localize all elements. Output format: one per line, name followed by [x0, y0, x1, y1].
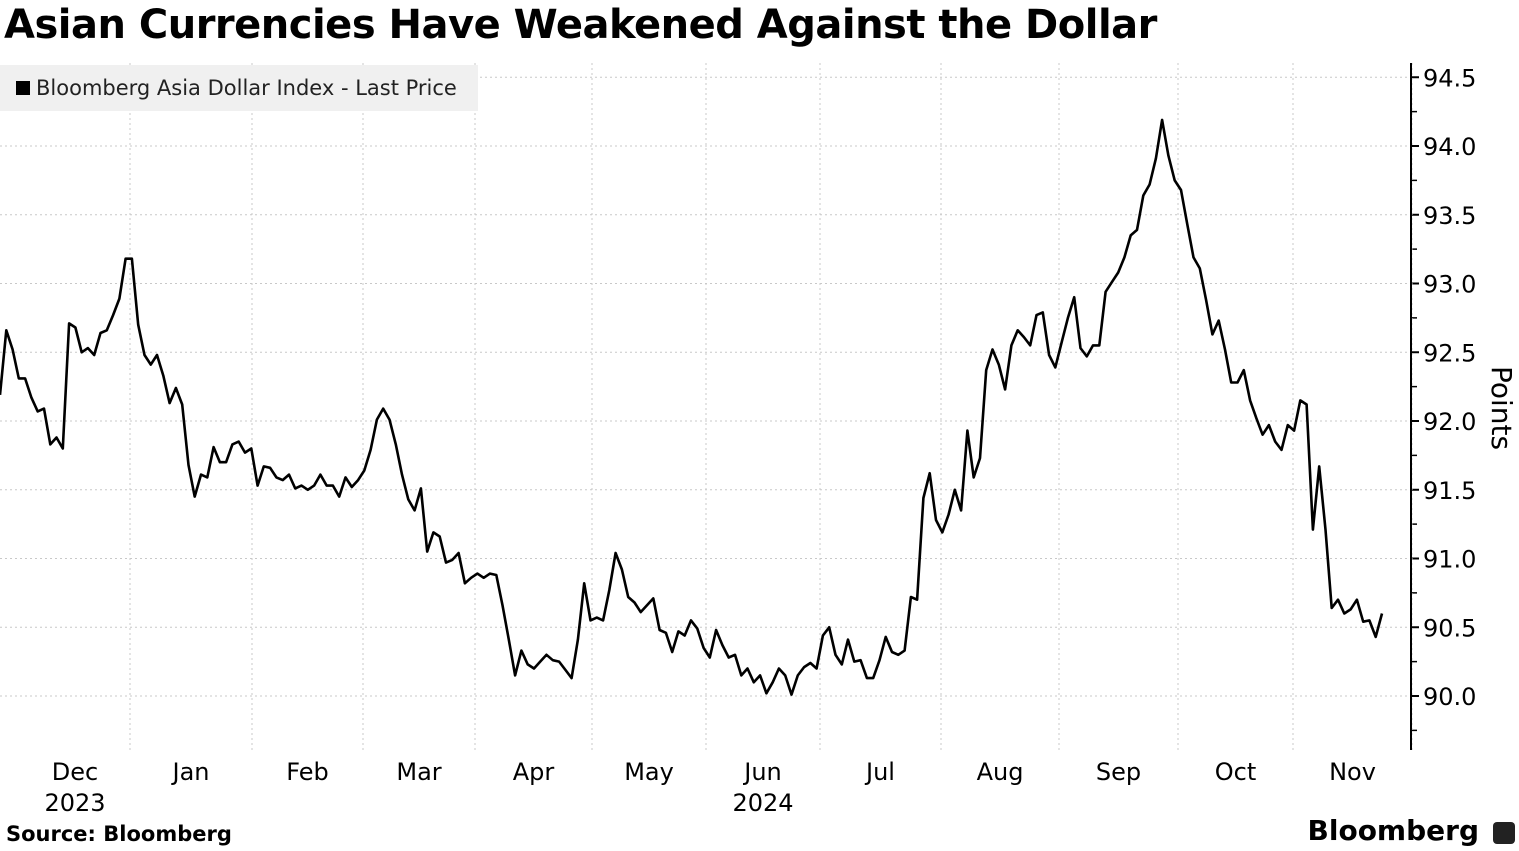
source-note: Source: Bloomberg — [6, 822, 232, 846]
y-tick-label: 93.5 — [1423, 202, 1476, 230]
legend-label: Bloomberg Asia Dollar Index - Last Price — [36, 76, 457, 100]
series-line — [0, 118, 1384, 696]
y-tick-label: 90.0 — [1423, 683, 1476, 711]
y-tick-label: 91.0 — [1423, 546, 1476, 574]
x-tick-label: Jul — [864, 758, 895, 786]
bloomberg-logo: Bloomberg — [1307, 814, 1479, 847]
y-tick-label: 93.0 — [1423, 271, 1476, 299]
y-tick-label: 90.5 — [1423, 614, 1476, 642]
x-tick-label: Apr — [513, 758, 555, 786]
y-tick-label: 91.5 — [1423, 477, 1476, 505]
x-tick-label: Oct — [1215, 758, 1257, 786]
legend-swatch — [16, 81, 30, 95]
x-tick-label: Dec — [52, 758, 98, 786]
y-tick-label: 94.5 — [1423, 64, 1476, 92]
x-tick-label: Nov — [1329, 758, 1376, 786]
y-tick-label: 92.0 — [1423, 408, 1476, 436]
x-tick-label: Feb — [286, 758, 329, 786]
y-axis-label: Points — [1485, 366, 1518, 450]
x-tick-label: Jun — [742, 758, 782, 786]
x-year-label: 2024 — [732, 789, 793, 817]
chart-title: Asian Currencies Have Weakened Against t… — [4, 2, 1157, 48]
bloomberg-chart-icon — [1493, 822, 1515, 844]
y-tick-label: 94.0 — [1423, 133, 1476, 161]
legend: Bloomberg Asia Dollar Index - Last Price — [0, 65, 478, 111]
x-tick-label: May — [624, 758, 674, 786]
x-tick-label: Sep — [1096, 758, 1141, 786]
y-tick-label: 92.5 — [1423, 339, 1476, 367]
x-year-label: 2023 — [44, 789, 105, 817]
x-tick-label: Aug — [977, 758, 1024, 786]
x-tick-label: Jan — [171, 758, 210, 786]
x-tick-label: Mar — [396, 758, 441, 786]
